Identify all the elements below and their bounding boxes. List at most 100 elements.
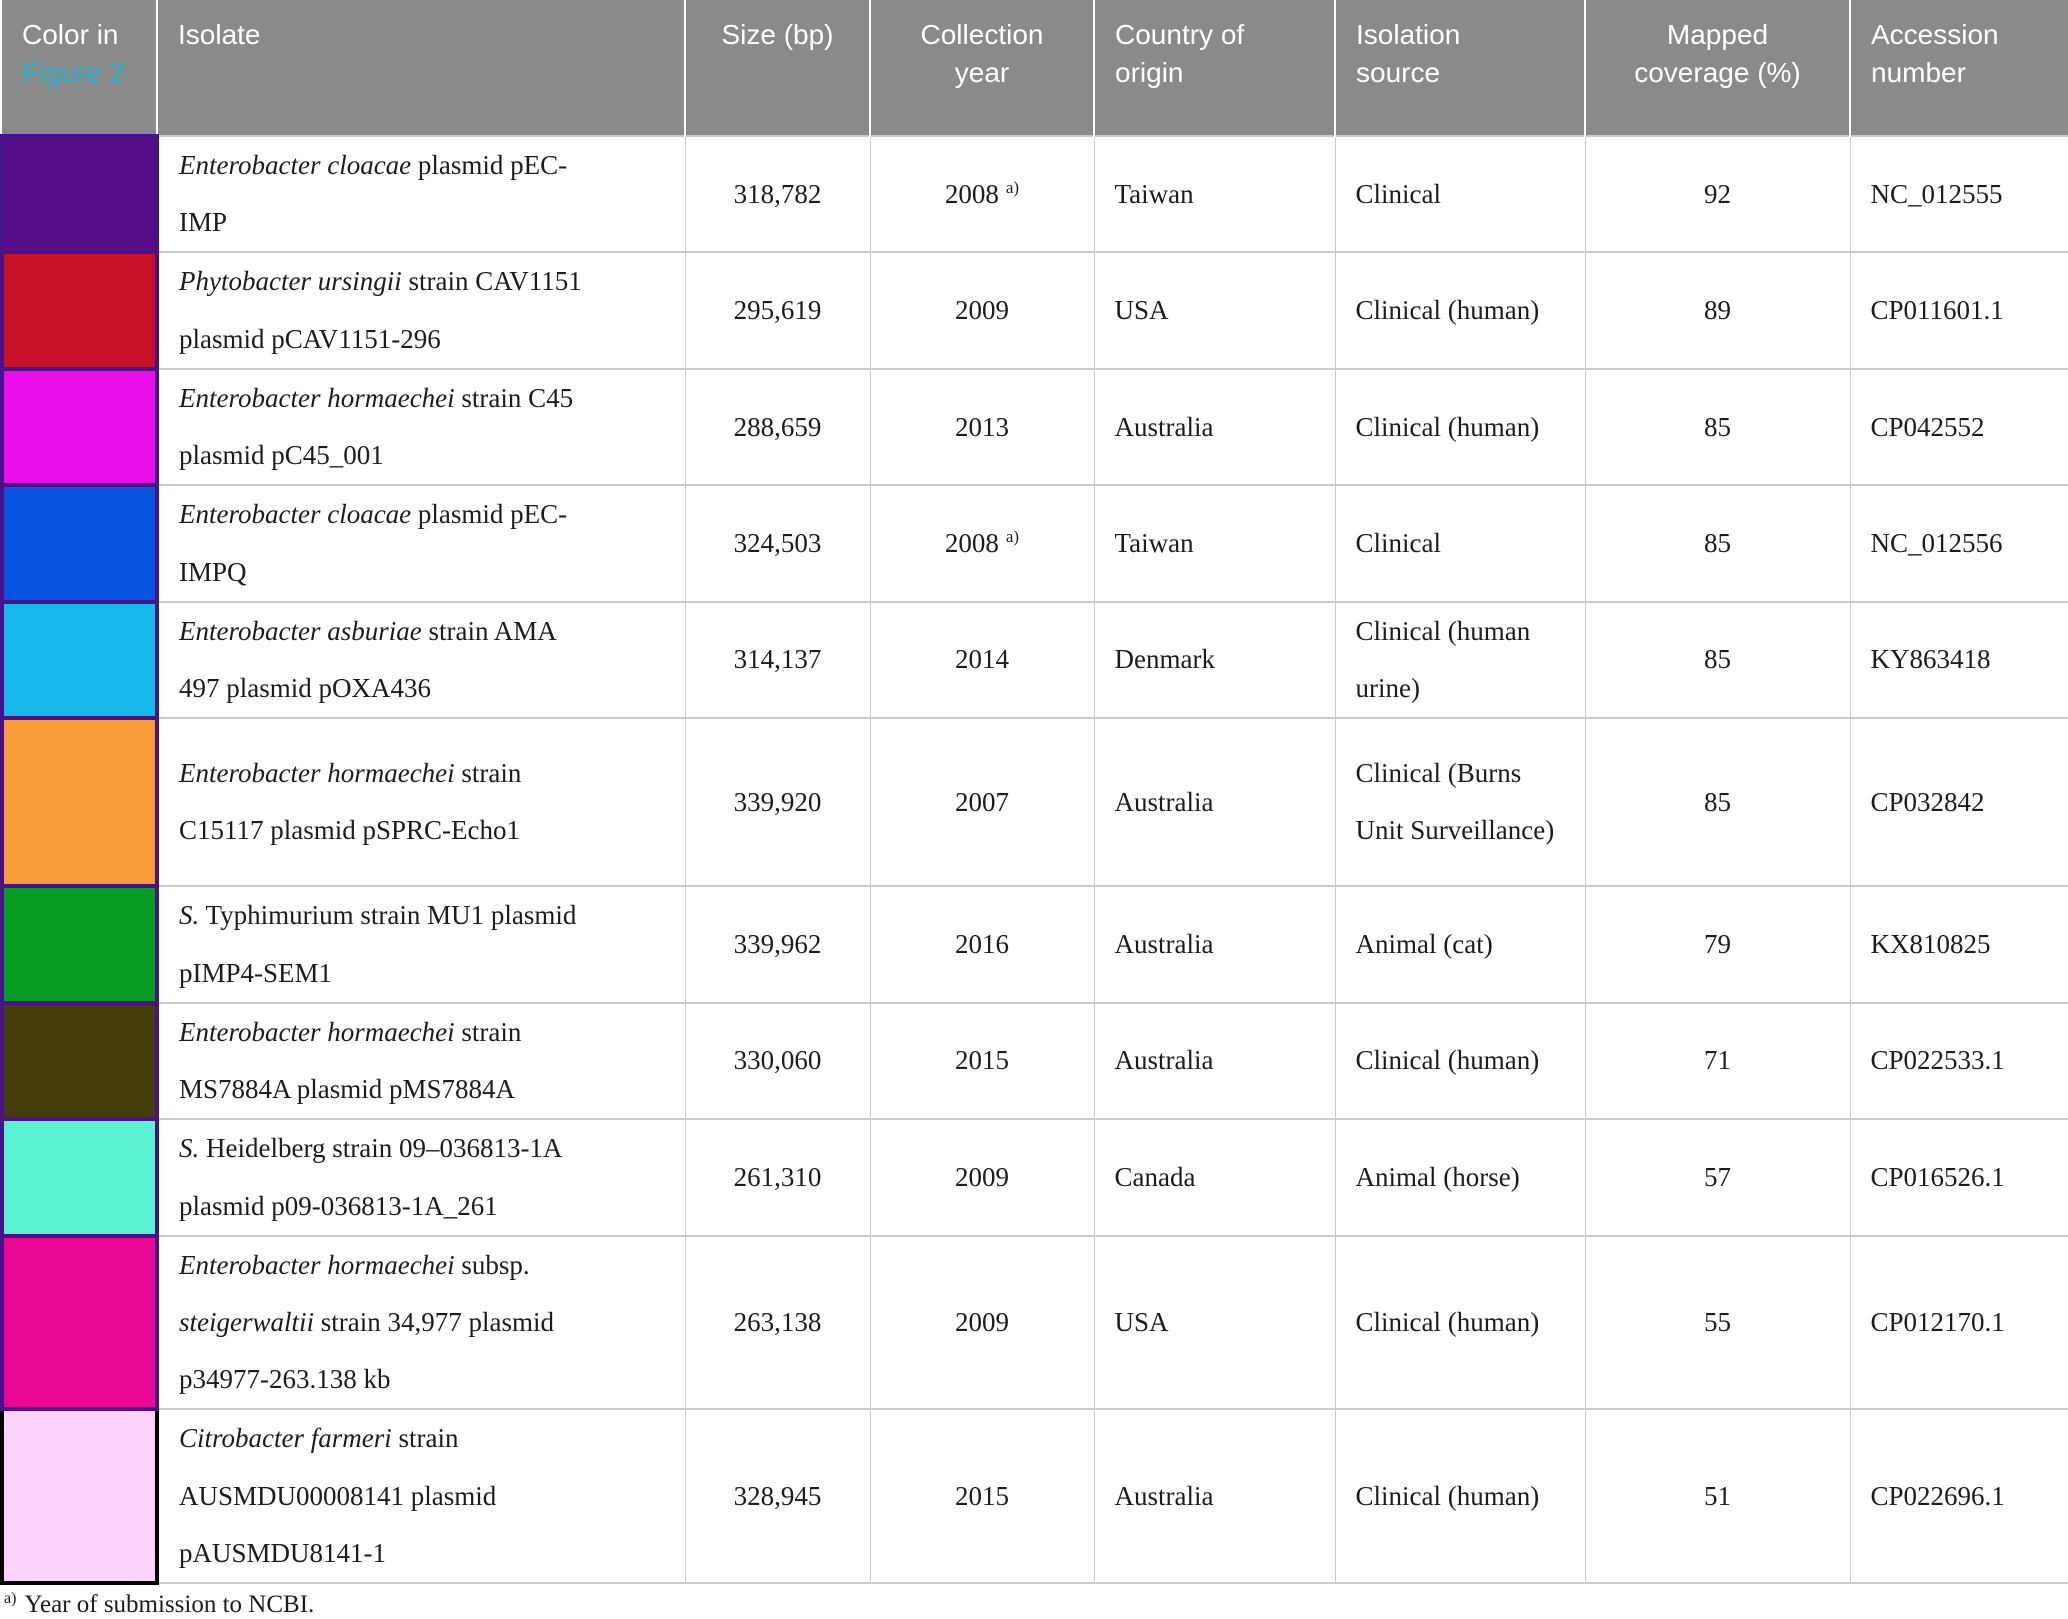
col-header-size: Size (bp) xyxy=(684,0,870,136)
accession-cell: NC_012555 xyxy=(1849,134,2068,253)
table-footnote: a) Year of submission to NCBI. xyxy=(0,1585,2068,1619)
color-swatch xyxy=(0,1000,159,1122)
country-cell: Canada xyxy=(1093,1118,1335,1236)
country-cell: Australia xyxy=(1093,1408,1335,1584)
table-row: Enterobacter hormaechei strain C45 plasm… xyxy=(0,366,2068,488)
color-swatch xyxy=(0,716,159,889)
coverage-cell: 55 xyxy=(1584,1234,1850,1410)
coverage-cell: 57 xyxy=(1584,1118,1850,1236)
table-row: Enterobacter cloacae plasmid pEC- IMP 31… xyxy=(0,133,2068,255)
coverage-cell: 85 xyxy=(1584,484,1850,602)
source-cell: Clinical (human) xyxy=(1334,1408,1585,1584)
accession-cell: KX810825 xyxy=(1849,885,2068,1003)
accession-cell: CP011601.1 xyxy=(1849,251,2068,369)
isolate-cell: S. Typhimurium strain MU1 plasmid pIMP4-… xyxy=(156,885,685,1003)
year-cell: 2008 a) xyxy=(869,484,1094,602)
country-cell: USA xyxy=(1093,1234,1335,1410)
year-cell: 2015 xyxy=(869,1001,1094,1120)
table-row: Citrobacter farmeri strain AUSMDU0000814… xyxy=(0,1407,2068,1586)
accession-cell: CP022533.1 xyxy=(1849,1001,2068,1120)
header-row: Color in Figure 2 Isolate Size (bp) Coll… xyxy=(2,0,2068,136)
color-swatch xyxy=(0,599,159,721)
source-cell: Clinical (human) xyxy=(1334,1234,1585,1410)
source-cell: Clinical (human) xyxy=(1334,251,1585,369)
coverage-cell: 79 xyxy=(1584,885,1850,1003)
year-cell: 2014 xyxy=(869,600,1094,719)
source-cell: Clinical xyxy=(1334,484,1585,602)
table-row: Enterobacter cloacae plasmid pEC- IMPQ 3… xyxy=(0,483,2068,604)
footnote-text: Year of submission to NCBI. xyxy=(24,1591,315,1619)
footnote-marker: a) xyxy=(4,1589,17,1607)
size-cell: 330,060 xyxy=(684,1001,870,1120)
year-cell: 2009 xyxy=(869,1234,1094,1410)
coverage-cell: 85 xyxy=(1584,367,1850,486)
year-cell: 2009 xyxy=(869,1118,1094,1236)
color-swatch xyxy=(0,1117,159,1238)
col-header-country: Country of origin xyxy=(1093,0,1335,136)
color-swatch xyxy=(0,1407,159,1586)
table-row: Enterobacter hormaechei strain C15117 pl… xyxy=(0,716,2068,889)
col-header-color-prefix: Color in xyxy=(22,19,119,50)
color-swatch xyxy=(0,133,159,255)
color-swatch xyxy=(0,250,159,371)
isolate-cell: Enterobacter hormaechei strain C45 plasm… xyxy=(156,367,685,486)
size-cell: 295,619 xyxy=(684,251,870,369)
year-cell: 2008 a) xyxy=(869,134,1094,253)
year-cell: 2015 xyxy=(869,1408,1094,1584)
coverage-cell: 85 xyxy=(1584,717,1850,887)
size-cell: 314,137 xyxy=(684,600,870,719)
country-cell: Denmark xyxy=(1093,600,1335,719)
isolate-cell: Enterobacter cloacae plasmid pEC- IMPQ xyxy=(156,484,685,602)
table-row: Enterobacter asburiae strain AMA 497 pla… xyxy=(0,599,2068,721)
accession-cell: CP022696.1 xyxy=(1849,1408,2068,1584)
table-row: Enterobacter hormaechei subsp. steigerwa… xyxy=(0,1233,2068,1412)
accession-cell: CP016526.1 xyxy=(1849,1118,2068,1236)
isolate-cell: S. Heidelberg strain 09–036813-1A plasmi… xyxy=(156,1118,685,1236)
country-cell: Taiwan xyxy=(1093,134,1335,253)
col-header-isolate: Isolate xyxy=(156,0,685,136)
source-cell: Clinical xyxy=(1334,134,1585,253)
accession-cell: CP032842 xyxy=(1849,717,2068,887)
table-header: Color in Figure 2 Isolate Size (bp) Coll… xyxy=(2,0,2068,136)
country-cell: Taiwan xyxy=(1093,484,1335,602)
color-swatch xyxy=(0,884,159,1005)
figure-2-link[interactable]: Figure 2 xyxy=(22,57,125,88)
size-cell: 324,503 xyxy=(684,484,870,602)
coverage-cell: 89 xyxy=(1584,251,1850,369)
col-header-year: Collection year xyxy=(869,0,1094,136)
isolate-cell: Enterobacter hormaechei subsp. steigerwa… xyxy=(156,1234,685,1410)
size-cell: 318,782 xyxy=(684,134,870,253)
accession-cell: CP012170.1 xyxy=(1849,1234,2068,1410)
country-cell: Australia xyxy=(1093,717,1335,887)
size-cell: 288,659 xyxy=(684,367,870,486)
size-cell: 328,945 xyxy=(684,1408,870,1584)
coverage-cell: 71 xyxy=(1584,1001,1850,1120)
table-row: Phytobacter ursingii strain CAV1151 plas… xyxy=(0,250,2068,371)
isolate-cell: Phytobacter ursingii strain CAV1151 plas… xyxy=(156,251,685,369)
country-cell: Australia xyxy=(1093,885,1335,1003)
accession-cell: NC_012556 xyxy=(1849,484,2068,602)
year-cell: 2016 xyxy=(869,885,1094,1003)
size-cell: 339,920 xyxy=(684,717,870,887)
col-header-color: Color in Figure 2 xyxy=(2,0,157,136)
color-swatch xyxy=(0,1233,159,1412)
table-row: Enterobacter hormaechei strain MS7884A p… xyxy=(0,1000,2068,1122)
col-header-coverage: Mapped coverage (%) xyxy=(1584,0,1850,136)
source-cell: Clinical (human) xyxy=(1334,367,1585,486)
color-swatch xyxy=(0,483,159,604)
source-cell: Clinical (human urine) xyxy=(1334,600,1585,719)
coverage-cell: 92 xyxy=(1584,134,1850,253)
table-row: S. Heidelberg strain 09–036813-1A plasmi… xyxy=(0,1117,2068,1238)
source-cell: Clinical (human) xyxy=(1334,1001,1585,1120)
plasmid-comparison-table: Color in Figure 2 Isolate Size (bp) Coll… xyxy=(0,0,2068,1586)
size-cell: 263,138 xyxy=(684,1234,870,1410)
coverage-cell: 51 xyxy=(1584,1408,1850,1584)
source-cell: Clinical (Burns Unit Surveillance) xyxy=(1334,717,1585,887)
source-cell: Animal (cat) xyxy=(1334,885,1585,1003)
table-row: S. Typhimurium strain MU1 plasmid pIMP4-… xyxy=(0,884,2068,1005)
size-cell: 261,310 xyxy=(684,1118,870,1236)
accession-cell: KY863418 xyxy=(1849,600,2068,719)
year-cell: 2009 xyxy=(869,251,1094,369)
size-cell: 339,962 xyxy=(684,885,870,1003)
